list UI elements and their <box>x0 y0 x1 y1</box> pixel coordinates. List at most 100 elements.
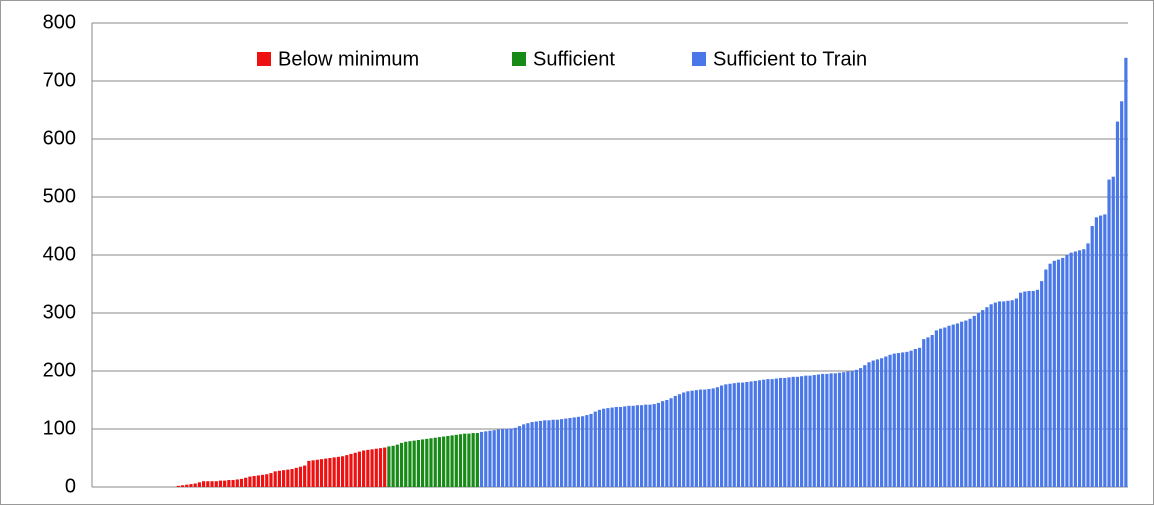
bar <box>412 440 416 487</box>
bar <box>639 405 644 487</box>
bar <box>833 373 837 487</box>
bar <box>458 434 463 487</box>
bar <box>1107 179 1111 487</box>
bar <box>896 353 901 487</box>
bar <box>682 392 686 487</box>
bar <box>547 420 551 487</box>
bar <box>926 337 930 487</box>
bar <box>724 384 728 487</box>
bar <box>395 444 399 487</box>
bar <box>235 479 239 487</box>
bar <box>1002 301 1006 487</box>
bar <box>917 347 922 487</box>
bar <box>997 301 1002 487</box>
bar <box>875 359 880 487</box>
bar <box>496 429 500 487</box>
bar <box>429 438 433 487</box>
bar <box>762 379 766 487</box>
bar <box>269 473 273 487</box>
bar <box>492 430 496 487</box>
bar <box>248 476 252 487</box>
bar <box>951 324 955 487</box>
bar <box>707 388 711 487</box>
bar <box>446 435 450 487</box>
bar <box>425 438 429 487</box>
legend-label: Below minimum <box>278 48 419 70</box>
bar <box>749 381 753 487</box>
bar <box>378 448 383 487</box>
bar <box>715 387 719 487</box>
bar <box>635 405 639 487</box>
bar <box>286 469 290 487</box>
y-tick-label: 300 <box>43 301 76 323</box>
y-tick-label: 600 <box>43 127 76 149</box>
bar <box>972 315 976 487</box>
bar <box>871 360 875 487</box>
bar <box>1115 121 1120 487</box>
bar <box>867 362 871 487</box>
bar <box>1082 249 1086 487</box>
legend-swatch <box>692 52 706 66</box>
bar <box>176 485 180 487</box>
bar <box>349 453 353 487</box>
bar <box>1040 281 1044 487</box>
bar <box>399 442 404 487</box>
bar <box>593 411 597 487</box>
bar <box>720 385 724 487</box>
bar <box>821 373 825 487</box>
bar <box>960 321 964 487</box>
bar <box>909 350 913 487</box>
bar <box>581 416 585 487</box>
bar <box>741 382 745 487</box>
bar <box>677 394 682 487</box>
bar <box>463 433 467 487</box>
bar <box>901 352 905 487</box>
bar <box>1069 252 1073 487</box>
bar <box>976 313 981 487</box>
bar <box>829 373 833 487</box>
bar <box>1023 291 1027 487</box>
bar <box>357 451 362 487</box>
bar <box>362 450 366 487</box>
bar <box>842 372 846 487</box>
bar <box>627 405 631 487</box>
bar <box>1077 250 1082 487</box>
bar <box>324 458 328 487</box>
bar <box>315 459 319 487</box>
bar <box>863 365 867 487</box>
bar <box>753 380 757 487</box>
bar <box>1094 217 1099 488</box>
bar <box>193 483 197 487</box>
bar <box>673 395 677 487</box>
bar <box>336 456 340 487</box>
bar <box>206 481 210 487</box>
bar <box>930 335 934 487</box>
bar <box>488 430 492 487</box>
bar <box>728 383 732 487</box>
bar <box>888 354 892 487</box>
bar <box>892 353 896 487</box>
bar <box>572 417 576 487</box>
bar <box>808 375 812 487</box>
bar <box>387 446 391 487</box>
bar <box>816 374 821 487</box>
bar <box>665 400 669 487</box>
bar <box>227 480 231 487</box>
bar <box>854 369 858 487</box>
bar <box>644 404 648 487</box>
bar <box>303 465 307 487</box>
bar <box>543 420 547 487</box>
bar <box>501 429 505 487</box>
bar <box>922 339 926 487</box>
bar <box>522 424 526 487</box>
bar <box>766 379 770 487</box>
bar <box>319 459 324 487</box>
bar <box>231 480 235 487</box>
bar <box>711 388 715 487</box>
bar <box>1086 243 1090 487</box>
bar <box>791 376 795 487</box>
bar <box>576 416 581 487</box>
bar <box>1052 260 1056 487</box>
bar <box>353 452 357 487</box>
bar <box>1006 300 1010 487</box>
